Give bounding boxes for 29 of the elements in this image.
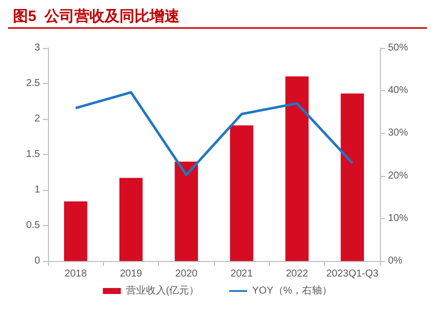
bar <box>230 125 254 261</box>
x-tick-label: 2020 <box>175 268 198 280</box>
bar <box>119 178 143 261</box>
legend-label: YOY（%，右轴） <box>252 284 332 296</box>
x-tick-label: 2023Q1-Q3 <box>326 268 379 280</box>
y-tick-label: 0 <box>34 256 40 266</box>
legend-label: 营业收入(亿元） <box>126 284 200 296</box>
y2-tick-label: 30% <box>388 128 408 139</box>
y2-tick-label: 50% <box>388 42 408 54</box>
y2-tick-label: 20% <box>388 170 408 182</box>
line-series <box>74 91 354 176</box>
bar <box>64 201 88 261</box>
bar <box>340 93 364 261</box>
y-tick-label: 1.5 <box>26 149 40 160</box>
bar <box>285 76 309 261</box>
y-tick-label: 2.5 <box>26 78 40 89</box>
y-tick-label: 0.5 <box>26 220 40 231</box>
x-tick-label: 2021 <box>230 268 254 280</box>
y2-tick-label: 0% <box>388 256 403 266</box>
chart-title: 图5 公司营收及同比增速 <box>13 8 181 25</box>
x-tick-label: 2019 <box>120 268 143 280</box>
y2-tick-label: 40% <box>388 85 408 96</box>
x-tick-label: 2018 <box>64 268 88 280</box>
y-tick-label: 3 <box>34 42 40 54</box>
bar <box>174 162 198 261</box>
y-tick-label: 1 <box>34 184 40 196</box>
y-tick-label: 2 <box>34 114 40 124</box>
y2-tick-label: 10% <box>388 212 408 224</box>
x-tick-label: 2022 <box>286 268 309 280</box>
